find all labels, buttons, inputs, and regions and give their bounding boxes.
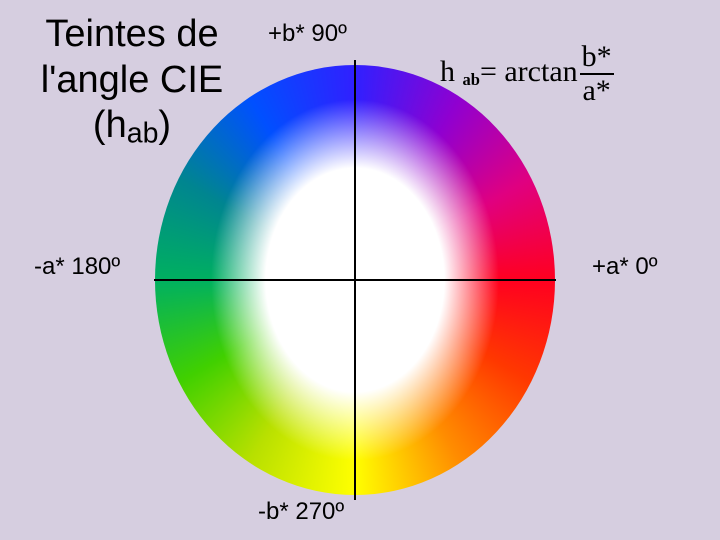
label-bottom-b-negative: -b* 270º: [258, 498, 344, 526]
title-line-1: Teintes de: [22, 12, 242, 58]
hue-wheel: [155, 65, 555, 495]
title-line-3-before: (h: [93, 104, 127, 146]
label-top-b-positive: +b* 90º: [268, 20, 347, 48]
formula-numerator: b*: [580, 42, 614, 75]
axis-vertical: [354, 60, 356, 500]
label-left-a-negative: -a* 180º: [34, 253, 120, 281]
formula-denominator: a*: [580, 75, 614, 106]
stage: Teintes de l'angle CIE (hab) h ab= arcta…: [0, 0, 720, 540]
title-line-3-sub: ab: [127, 118, 159, 150]
label-right-a-positive: +a* 0º: [592, 253, 657, 281]
formula-fraction: b*a*: [580, 42, 614, 106]
